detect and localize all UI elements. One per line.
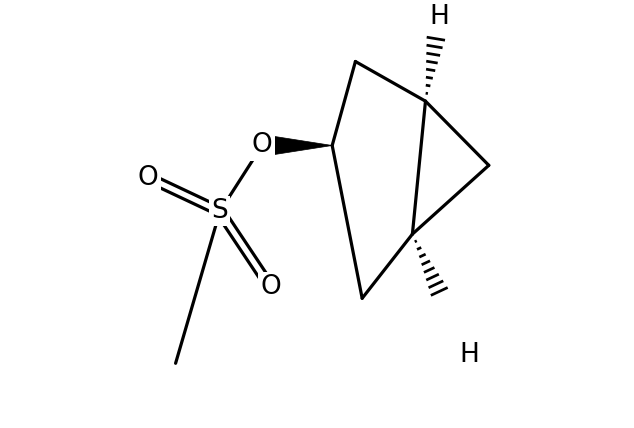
Text: H: H: [459, 342, 479, 368]
Text: O: O: [138, 165, 158, 190]
Text: S: S: [212, 198, 228, 224]
Text: O: O: [260, 274, 281, 300]
Text: O: O: [252, 133, 273, 158]
Polygon shape: [262, 134, 332, 157]
Text: H: H: [429, 4, 450, 30]
